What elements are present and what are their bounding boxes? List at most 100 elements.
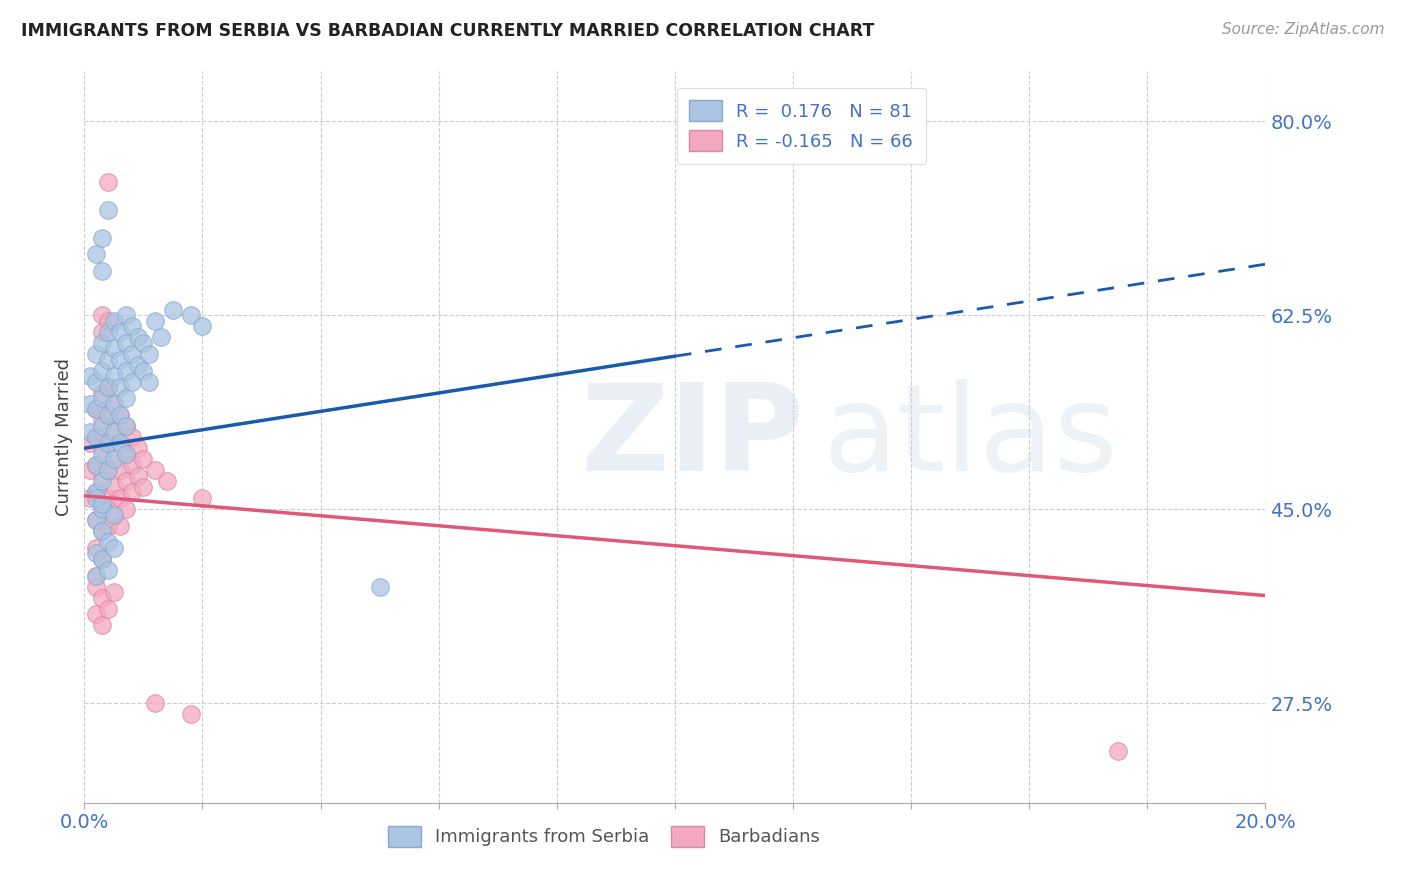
Point — [103, 452, 125, 467]
Point — [108, 408, 131, 422]
Point — [108, 463, 131, 477]
Point — [79, 435, 101, 450]
Text: atlas: atlas — [823, 378, 1118, 496]
Point — [84, 568, 107, 582]
Point — [103, 397, 125, 411]
Point — [121, 347, 143, 361]
Point — [84, 458, 107, 472]
Point — [79, 397, 101, 411]
Point — [97, 518, 120, 533]
Point — [191, 491, 214, 505]
Point — [156, 475, 179, 489]
Point — [114, 419, 136, 434]
Point — [97, 380, 120, 394]
Point — [84, 458, 107, 472]
Point — [121, 485, 143, 500]
Point — [108, 435, 131, 450]
Point — [114, 308, 136, 322]
Point — [103, 585, 125, 599]
Point — [97, 435, 120, 450]
Point — [143, 696, 166, 710]
Point — [91, 230, 114, 244]
Point — [91, 447, 114, 461]
Point — [84, 430, 107, 444]
Point — [97, 602, 120, 616]
Point — [91, 552, 114, 566]
Point — [91, 392, 114, 406]
Point — [84, 347, 107, 361]
Point — [91, 264, 114, 278]
Point — [91, 618, 114, 632]
Point — [103, 541, 125, 555]
Point — [84, 402, 107, 417]
Point — [103, 480, 125, 494]
Point — [84, 430, 107, 444]
Point — [97, 380, 120, 394]
Point — [97, 435, 120, 450]
Point — [97, 408, 120, 422]
Point — [121, 375, 143, 389]
Point — [114, 475, 136, 489]
Point — [84, 541, 107, 555]
Point — [114, 447, 136, 461]
Point — [84, 485, 107, 500]
Point — [114, 363, 136, 377]
Point — [79, 425, 101, 439]
Text: ZIP: ZIP — [581, 378, 804, 496]
Point — [91, 552, 114, 566]
Point — [191, 319, 214, 334]
Point — [91, 419, 114, 434]
Point — [127, 468, 149, 483]
Point — [84, 580, 107, 594]
Text: Source: ZipAtlas.com: Source: ZipAtlas.com — [1222, 22, 1385, 37]
Point — [103, 397, 125, 411]
Point — [97, 491, 120, 505]
Point — [132, 480, 155, 494]
Point — [138, 347, 160, 361]
Point — [108, 380, 131, 394]
Point — [84, 607, 107, 622]
Point — [91, 524, 114, 539]
Point — [97, 463, 120, 477]
Point — [127, 358, 149, 372]
Point — [103, 342, 125, 356]
Point — [91, 363, 114, 377]
Point — [114, 447, 136, 461]
Point — [121, 319, 143, 334]
Point — [108, 325, 131, 339]
Point — [79, 463, 101, 477]
Point — [84, 402, 107, 417]
Point — [91, 475, 114, 489]
Point — [103, 452, 125, 467]
Point — [1107, 744, 1129, 758]
Point — [103, 425, 125, 439]
Point — [91, 385, 114, 400]
Point — [180, 707, 202, 722]
Point — [84, 513, 107, 527]
Point — [143, 463, 166, 477]
Point — [91, 441, 114, 455]
Point — [132, 363, 155, 377]
Point — [121, 430, 143, 444]
Point — [108, 518, 131, 533]
Point — [103, 314, 125, 328]
Y-axis label: Currently Married: Currently Married — [55, 358, 73, 516]
Point — [138, 375, 160, 389]
Point — [108, 352, 131, 367]
Point — [108, 435, 131, 450]
Point — [79, 491, 101, 505]
Point — [114, 335, 136, 350]
Point — [91, 502, 114, 516]
Point — [121, 458, 143, 472]
Point — [114, 392, 136, 406]
Point — [103, 508, 125, 522]
Point — [84, 247, 107, 261]
Point — [180, 308, 202, 322]
Point — [132, 452, 155, 467]
Point — [91, 497, 114, 511]
Point — [91, 468, 114, 483]
Point — [91, 591, 114, 605]
Point — [103, 369, 125, 384]
Point — [91, 325, 114, 339]
Point — [103, 425, 125, 439]
